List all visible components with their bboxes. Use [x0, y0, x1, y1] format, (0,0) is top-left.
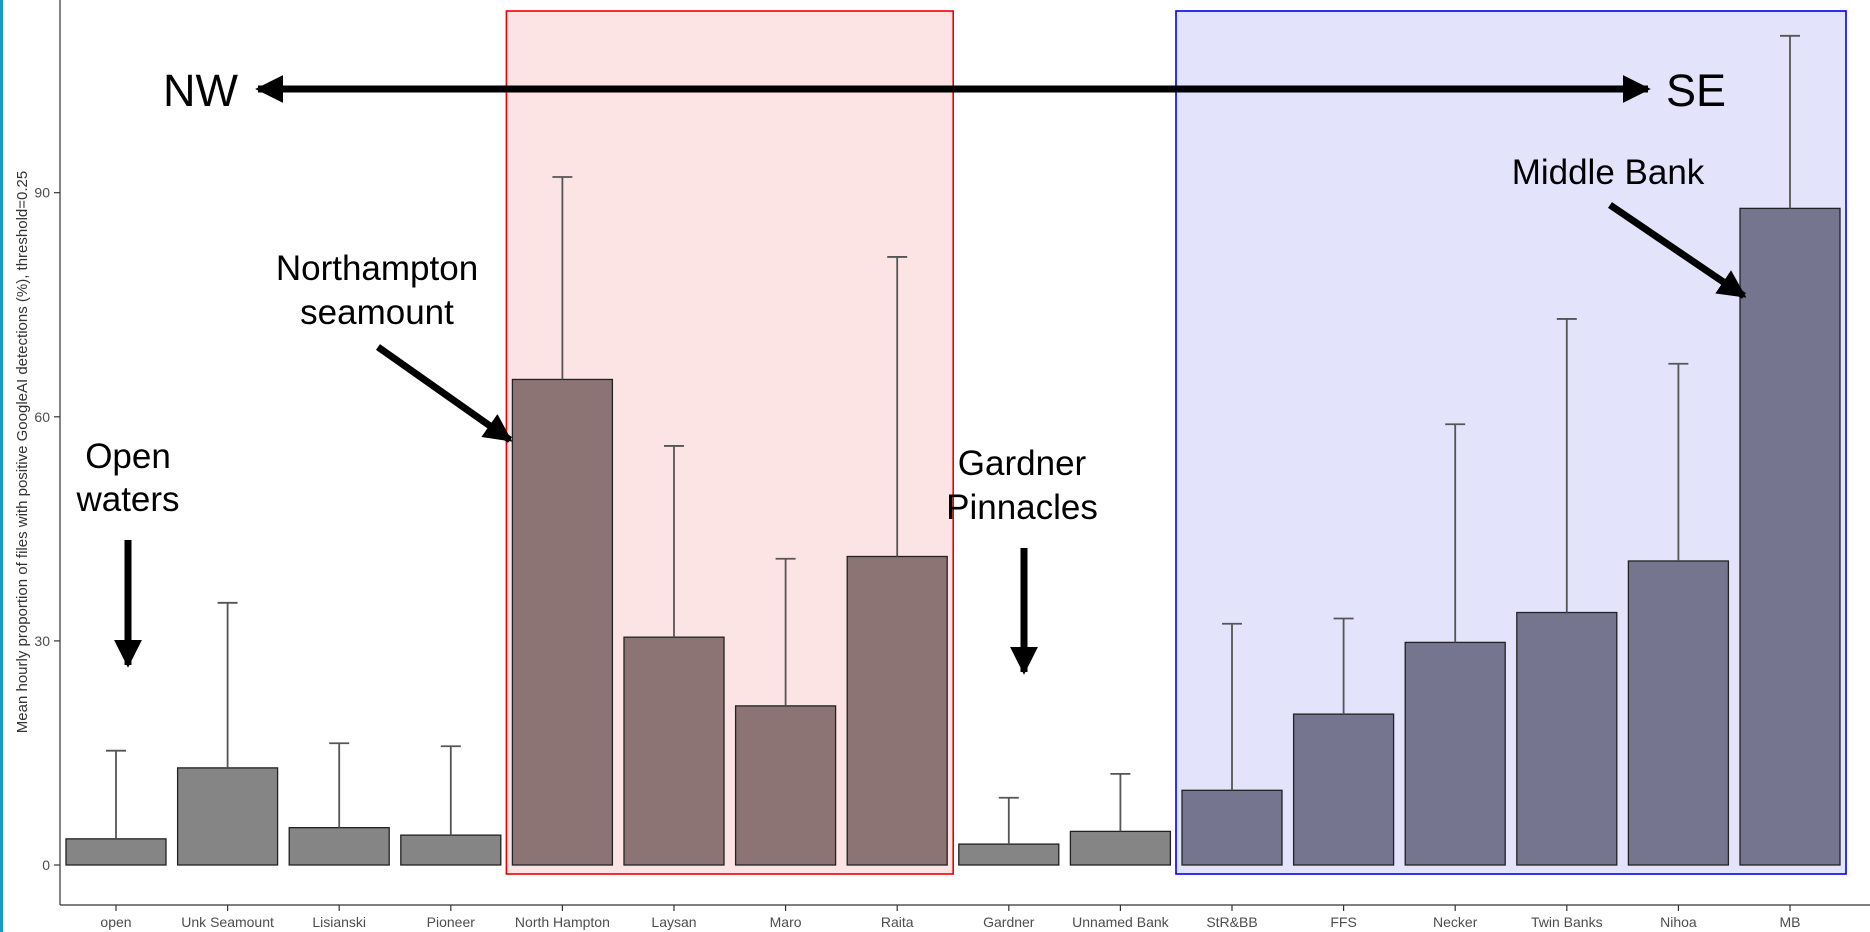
x-tick-label-lisianski: Lisianski — [312, 914, 366, 930]
x-tick-label-gardner: Gardner — [983, 914, 1035, 930]
x-tick-label-pioneer: Pioneer — [427, 914, 476, 930]
x-tick-label-unnamed-bank: Unnamed Bank — [1072, 914, 1170, 930]
bar-str-bb — [1181, 789, 1283, 866]
x-tick-label-raita: Raita — [881, 914, 914, 930]
bar-unnamed-bank — [1069, 830, 1172, 866]
x-tick-label-twin-banks: Twin Banks — [1531, 914, 1603, 930]
bar-nihoa — [1627, 560, 1730, 866]
northampton-label-line2: seamount — [300, 293, 454, 332]
bar-mb — [1739, 207, 1841, 866]
y-tick-label: 0 — [42, 857, 50, 873]
bar-open — [65, 838, 167, 866]
gardner-label-line2: Pinnacles — [946, 488, 1098, 527]
error-bars — [106, 34, 1800, 845]
bar-ffs — [1292, 713, 1395, 866]
middle-bank-label: Middle Bank — [1512, 153, 1705, 192]
x-tick-label-maro: Maro — [770, 914, 802, 930]
bar-twin-banks — [1516, 611, 1618, 866]
x-tick-label-ffs: FFS — [1330, 914, 1356, 930]
bar-necker — [1404, 641, 1506, 866]
nw-label: NW — [163, 65, 238, 116]
bar-maro — [734, 705, 837, 866]
bar-unk-seamount — [176, 767, 279, 866]
se-label: SE — [1666, 65, 1726, 116]
northampton-arrow — [375, 344, 513, 443]
x-tick-label-necker: Necker — [1433, 914, 1478, 930]
x-tick-label-laysan: Laysan — [651, 914, 696, 930]
middle-bank-group-box — [1175, 10, 1847, 875]
y-ticks: 0 30 60 90 — [34, 185, 60, 873]
open-waters-label-line2: waters — [75, 480, 179, 519]
bar-lisianski — [288, 827, 390, 866]
x-tick-label-unk-seamount: Unk Seamount — [181, 914, 274, 930]
bar-laysan — [623, 636, 725, 866]
bar-pioneer — [400, 834, 502, 866]
bars — [65, 207, 1841, 866]
frame-edge — [0, 0, 3, 932]
bar-north-hampton — [511, 378, 614, 866]
y-tick-label: 60 — [34, 409, 50, 425]
open-waters-label-line1: Open — [85, 437, 171, 476]
northampton-label-line1: Northampton — [276, 249, 478, 288]
y-tick-label: 30 — [34, 633, 50, 649]
y-axis-title: Mean hourly proportion of files with pos… — [14, 171, 31, 733]
bar-gardner — [958, 843, 1060, 866]
x-tick-label-nihoa: Nihoa — [1660, 914, 1697, 930]
x-ticks: open Unk Seamount Lisianski Pioneer North Ha… — [100, 905, 1801, 930]
x-tick-label-mb: MB — [1780, 914, 1801, 930]
x-tick-label-str-bb: StR&BB — [1206, 914, 1257, 930]
x-tick-label-open: open — [100, 914, 131, 930]
bar-raita — [846, 555, 948, 866]
middle-bank-arrow — [1608, 202, 1747, 299]
y-tick-label: 90 — [34, 185, 50, 201]
x-tick-label-north-hampton: North Hampton — [515, 914, 610, 930]
gardner-label-line1: Gardner — [958, 444, 1087, 483]
